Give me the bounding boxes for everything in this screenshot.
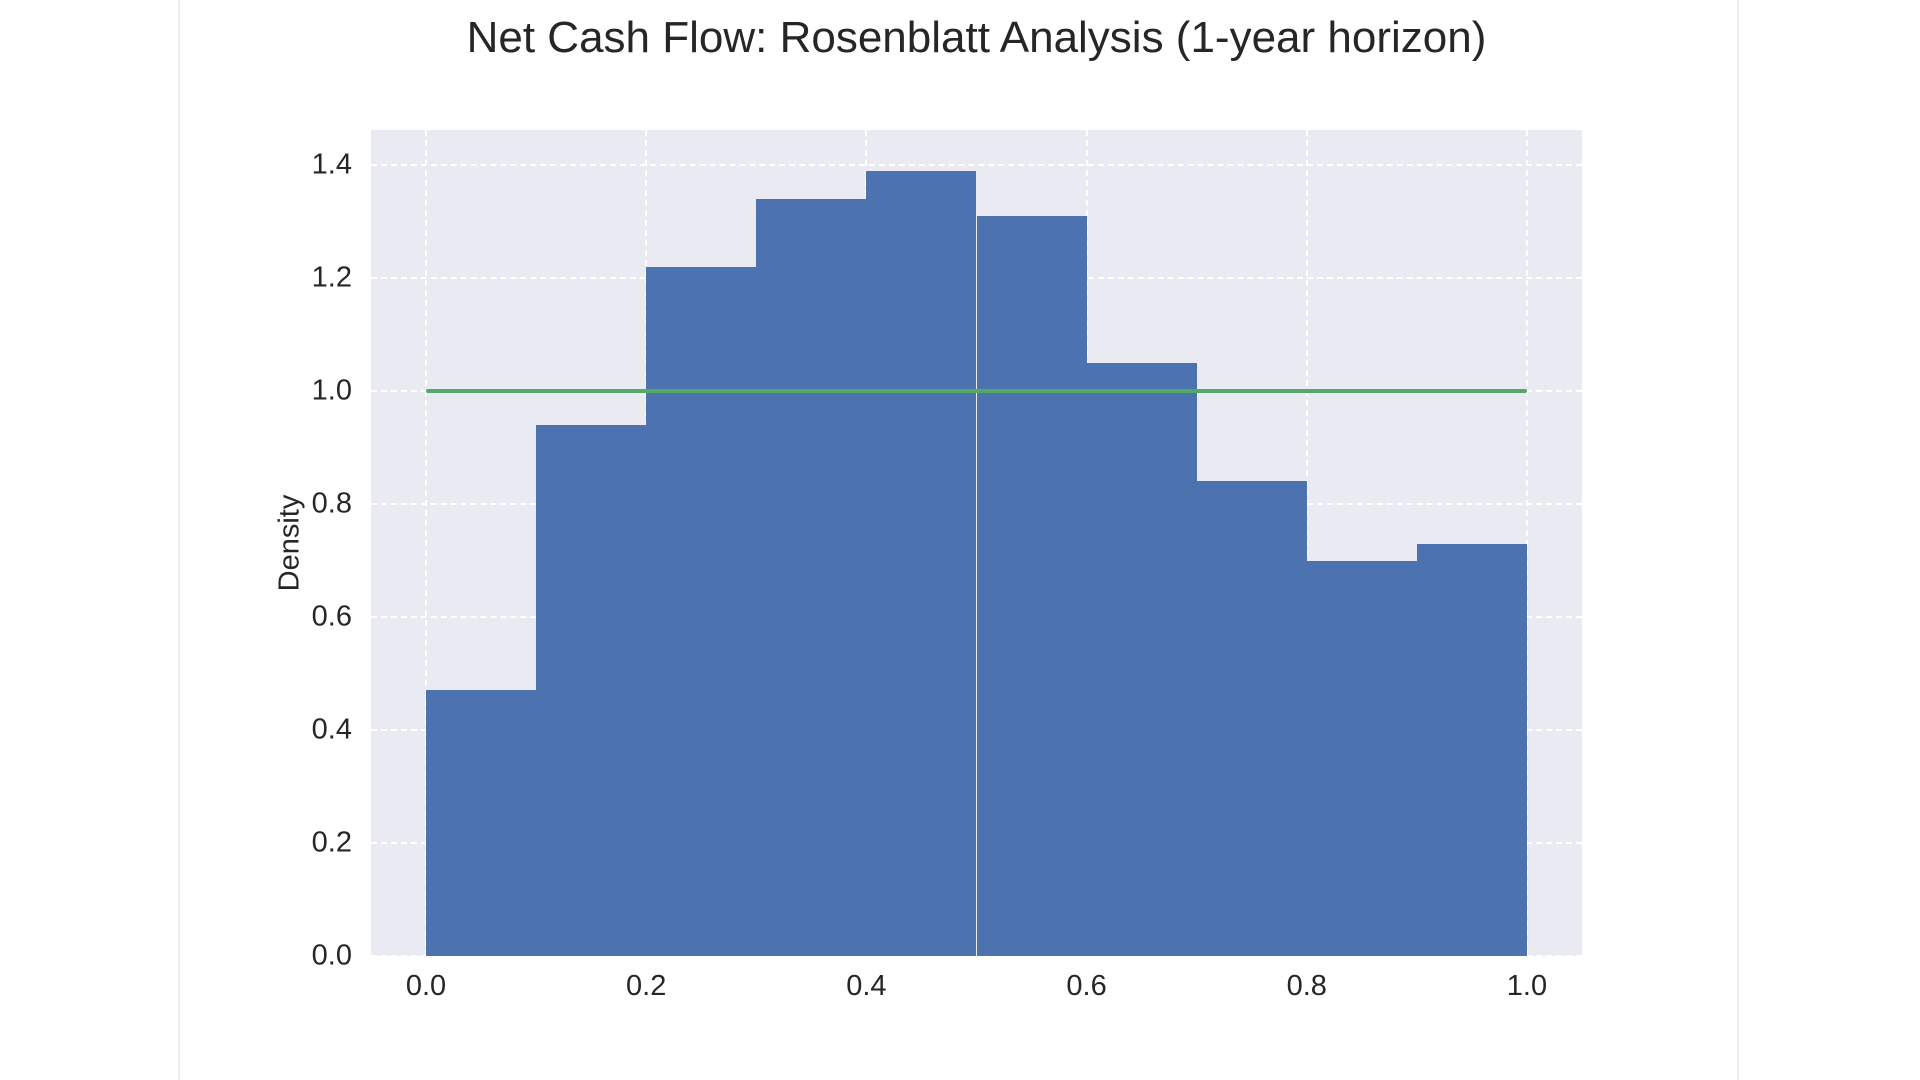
y-tick-label: 1.0 (311, 374, 352, 407)
y-tick-label: 0.6 (311, 600, 352, 633)
histogram-bar (1196, 481, 1307, 956)
page-right-border-line (1737, 0, 1739, 1080)
y-tick-label: 0.0 (311, 939, 352, 972)
y-tick-label: 0.8 (311, 487, 352, 520)
histogram-bar (866, 170, 977, 956)
page-left-border-line (178, 0, 180, 1080)
x-tick-label: 0.8 (1286, 970, 1327, 1002)
histogram-bar (1306, 560, 1417, 956)
histogram-bar (756, 198, 867, 956)
histogram-bar (536, 424, 647, 956)
x-tick-label: 0.6 (1066, 970, 1107, 1002)
plot-area (371, 130, 1582, 956)
x-tick-label: 0.0 (405, 970, 447, 1002)
x-tick-label: 1.0 (1506, 970, 1548, 1002)
vertical-grid-line (1525, 130, 1528, 956)
histogram-bar (1416, 543, 1527, 956)
histogram-bar (976, 215, 1087, 956)
y-tick-label: 1.4 (311, 148, 352, 181)
vertical-grid-line (1305, 130, 1308, 956)
reference-line (426, 389, 1527, 394)
chart-title: Net Cash Flow: Rosenblatt Analysis (1-ye… (466, 13, 1487, 62)
x-tick-label: 0.2 (626, 970, 667, 1002)
horizontal-grid-line (371, 164, 1582, 167)
y-tick-label: 1.2 (311, 261, 352, 294)
histogram-bar (426, 690, 537, 956)
histogram-bar (646, 266, 757, 956)
y-tick-label: 0.2 (311, 826, 352, 859)
y-tick-label: 0.4 (311, 713, 352, 746)
x-tick-label: 0.4 (846, 970, 887, 1002)
histogram-bar (1086, 362, 1197, 956)
vertical-grid-line (425, 130, 428, 956)
